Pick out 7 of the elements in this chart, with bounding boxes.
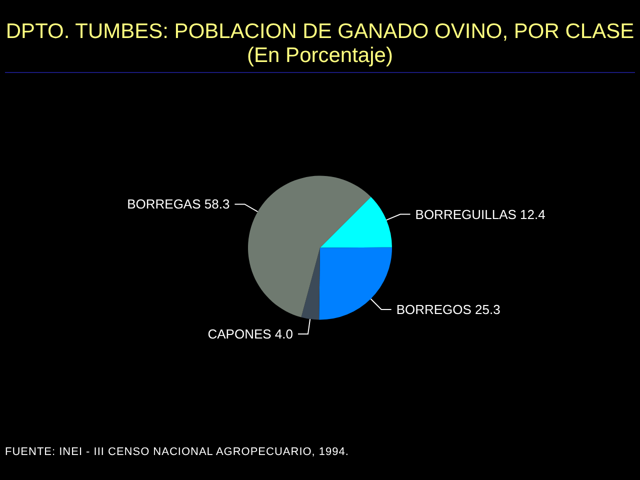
chart-title: DPTO. TUMBES: POBLACION DE GANADO OVINO, POR CLASE (4, 20, 636, 44)
chart-subtitle: (En Porcentaje) (246, 44, 394, 68)
slice-label: BORREGAS 58.3 (127, 196, 230, 212)
slice-label: BORREGOS 25.3 (396, 302, 500, 318)
slice-label: BORREGUILLAS 12.4 (415, 206, 546, 222)
slice-label: CAPONES 4.0 (208, 326, 294, 342)
source-note: FUENTE: INEI - III CENSO NACIONAL AGROPECUARIO, 1994. (5, 446, 349, 458)
